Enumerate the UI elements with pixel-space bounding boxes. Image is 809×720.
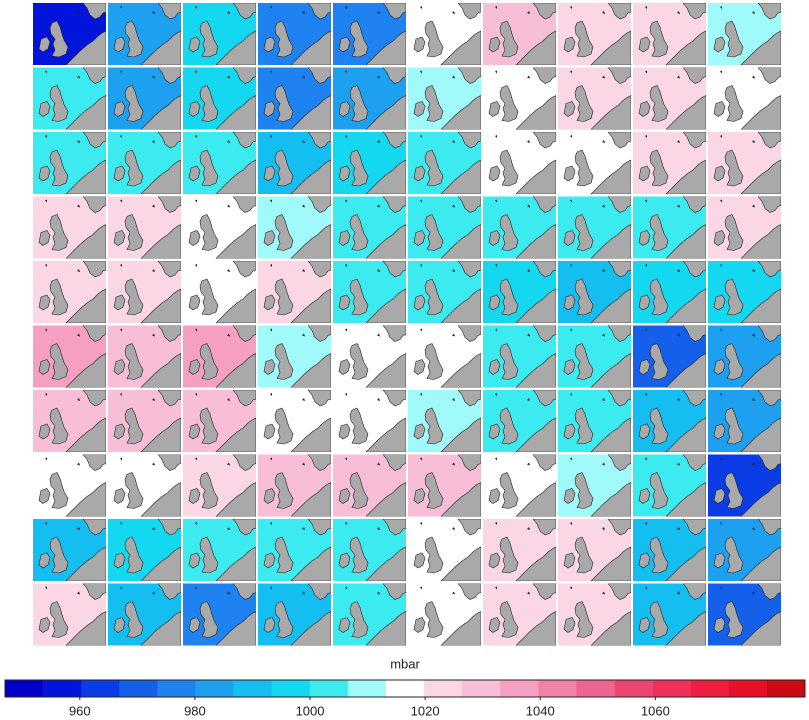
colorbar-tick-label: 1000: [296, 703, 325, 718]
colorbar-block: [43, 680, 82, 697]
colorbar-block: [652, 680, 692, 697]
colorbar-tick-label: 1020: [411, 703, 440, 718]
colorbar: 960 980 1000 1020 1040 1060: [4, 679, 806, 718]
colorbar-block: [119, 680, 158, 697]
colorbar-block: [271, 680, 311, 697]
colorbar-label: mbar: [390, 656, 420, 671]
colorbar-block: [347, 680, 387, 697]
colorbar-block: [81, 680, 120, 697]
colorbar-block: [233, 680, 272, 697]
colorbar-frame: [4, 679, 806, 698]
colorbar-block: [309, 680, 349, 697]
colorbar-block: [538, 680, 577, 697]
panel-grid: [33, 3, 781, 646]
colorbar-block: [690, 680, 730, 697]
colorbar-block: [195, 680, 234, 697]
colorbar-block: [462, 680, 501, 697]
colorbar-tick-label: 960: [69, 703, 91, 718]
colorbar-tick-label: 1060: [641, 703, 670, 718]
colorbar-block: [614, 680, 653, 697]
colorbar-block: [424, 680, 463, 697]
colorbar-block: [576, 680, 615, 697]
colorbar-tick-label: 1040: [526, 703, 555, 718]
colorbar-tick-label: 980: [184, 703, 206, 718]
colorbar-block: [5, 680, 44, 697]
colorbar-block: [157, 680, 196, 697]
colorbar-block: [385, 680, 425, 697]
colorbar-block: [766, 680, 806, 697]
colorbar-block: [500, 680, 539, 697]
colorbar-block: [728, 680, 768, 697]
